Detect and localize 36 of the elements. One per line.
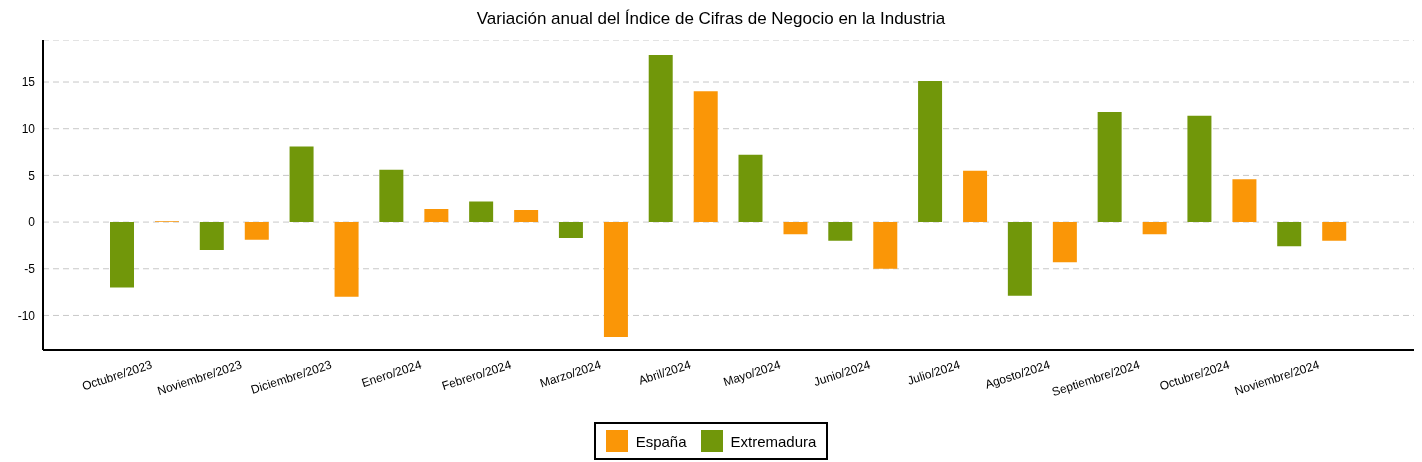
y-tick-label: -10 <box>17 308 36 323</box>
legend-label: Extremadura <box>730 432 817 450</box>
bar <box>783 222 808 235</box>
bar <box>1142 222 1167 235</box>
bar <box>289 146 314 223</box>
bar <box>199 222 224 251</box>
bar <box>1097 111 1122 223</box>
bar <box>244 222 269 240</box>
bar <box>1052 222 1077 263</box>
bar <box>379 169 404 223</box>
y-tick-label: 15 <box>21 75 36 90</box>
y-tick-label: 10 <box>21 121 36 136</box>
bar <box>424 209 449 223</box>
bar <box>738 154 763 223</box>
chart-title: Variación anual del Índice de Cifras de Negocio en la Industria <box>475 8 947 30</box>
legend-label: España <box>635 432 687 450</box>
bar <box>918 81 943 223</box>
bar <box>873 222 898 269</box>
bar <box>1322 222 1347 241</box>
bar <box>603 222 628 337</box>
bar <box>1232 179 1257 223</box>
bar <box>648 54 673 223</box>
bar <box>693 91 718 223</box>
y-tick-label: 0 <box>28 215 36 230</box>
bar <box>963 170 988 223</box>
y-tick-label: -5 <box>24 262 36 277</box>
bar <box>334 222 359 297</box>
bar <box>1007 222 1032 296</box>
bar <box>1187 115 1212 223</box>
y-tick-label: 5 <box>28 168 36 183</box>
bar <box>828 222 853 241</box>
bar <box>469 201 494 223</box>
bar <box>1277 222 1302 247</box>
bar <box>514 209 539 223</box>
bar <box>110 222 134 288</box>
bar <box>558 222 583 238</box>
